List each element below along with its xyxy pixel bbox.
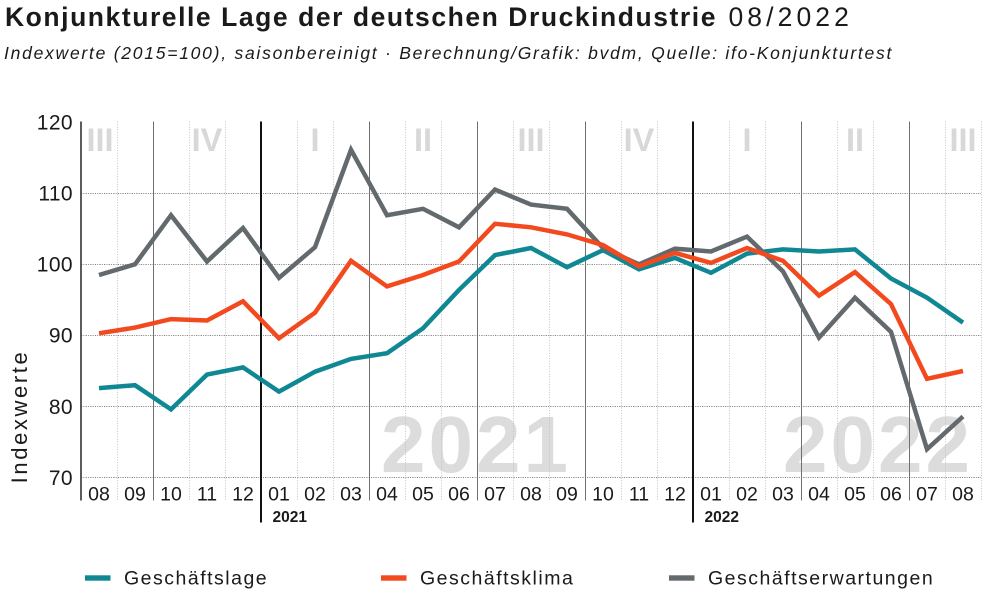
svg-text:09: 09: [556, 484, 578, 506]
svg-text:III: III: [517, 122, 544, 158]
svg-text:90: 90: [49, 325, 73, 348]
svg-text:I: I: [310, 122, 319, 158]
svg-text:10: 10: [160, 484, 182, 506]
svg-text:110: 110: [38, 183, 73, 206]
svg-text:03: 03: [340, 484, 362, 506]
svg-text:Indexwerte: Indexwerte: [7, 350, 32, 484]
svg-text:2021: 2021: [273, 509, 308, 526]
svg-text:11: 11: [629, 484, 649, 506]
svg-text:08: 08: [88, 484, 110, 506]
svg-text:10: 10: [592, 484, 614, 506]
svg-text:12: 12: [664, 484, 686, 506]
svg-text:Geschäftserwartungen: Geschäftserwartungen: [708, 568, 934, 590]
svg-text:II: II: [846, 122, 864, 158]
svg-text:70: 70: [49, 467, 73, 490]
svg-text:02: 02: [736, 484, 758, 506]
svg-text:03: 03: [772, 484, 794, 506]
svg-text:08: 08: [952, 484, 974, 506]
svg-text:04: 04: [808, 484, 830, 506]
svg-text:III: III: [86, 122, 113, 158]
svg-text:01: 01: [700, 484, 722, 506]
svg-text:05: 05: [844, 484, 866, 506]
svg-text:IV: IV: [624, 122, 655, 158]
svg-text:01: 01: [268, 484, 290, 506]
svg-text:Konjunkturelle Lage der deutsc: Konjunkturelle Lage der deutschen Drucki…: [5, 2, 853, 32]
svg-text:100: 100: [37, 254, 73, 277]
svg-text:08: 08: [520, 484, 542, 506]
svg-text:III: III: [949, 122, 976, 158]
svg-text:IV: IV: [192, 122, 223, 158]
svg-text:120: 120: [37, 111, 73, 134]
svg-text:2022: 2022: [783, 400, 973, 489]
svg-text:80: 80: [49, 396, 73, 419]
svg-text:2021: 2021: [381, 400, 571, 489]
svg-text:07: 07: [484, 484, 506, 506]
svg-text:07: 07: [916, 484, 938, 506]
svg-text:Indexwerte (2015=100), saisonb: Indexwerte (2015=100), saisonbereinigt ·…: [4, 43, 893, 63]
svg-text:06: 06: [880, 484, 902, 506]
svg-text:II: II: [414, 122, 432, 158]
svg-text:09: 09: [124, 484, 146, 506]
svg-text:Geschäftslage: Geschäftslage: [124, 568, 268, 590]
svg-text:06: 06: [448, 484, 470, 506]
svg-text:02: 02: [304, 484, 326, 506]
svg-text:I: I: [742, 122, 751, 158]
svg-text:12: 12: [232, 484, 254, 506]
svg-text:04: 04: [376, 484, 398, 506]
svg-text:Geschäftsklima: Geschäftsklima: [420, 568, 574, 590]
svg-text:11: 11: [197, 484, 217, 506]
svg-text:05: 05: [412, 484, 434, 506]
svg-text:2022: 2022: [705, 509, 739, 526]
